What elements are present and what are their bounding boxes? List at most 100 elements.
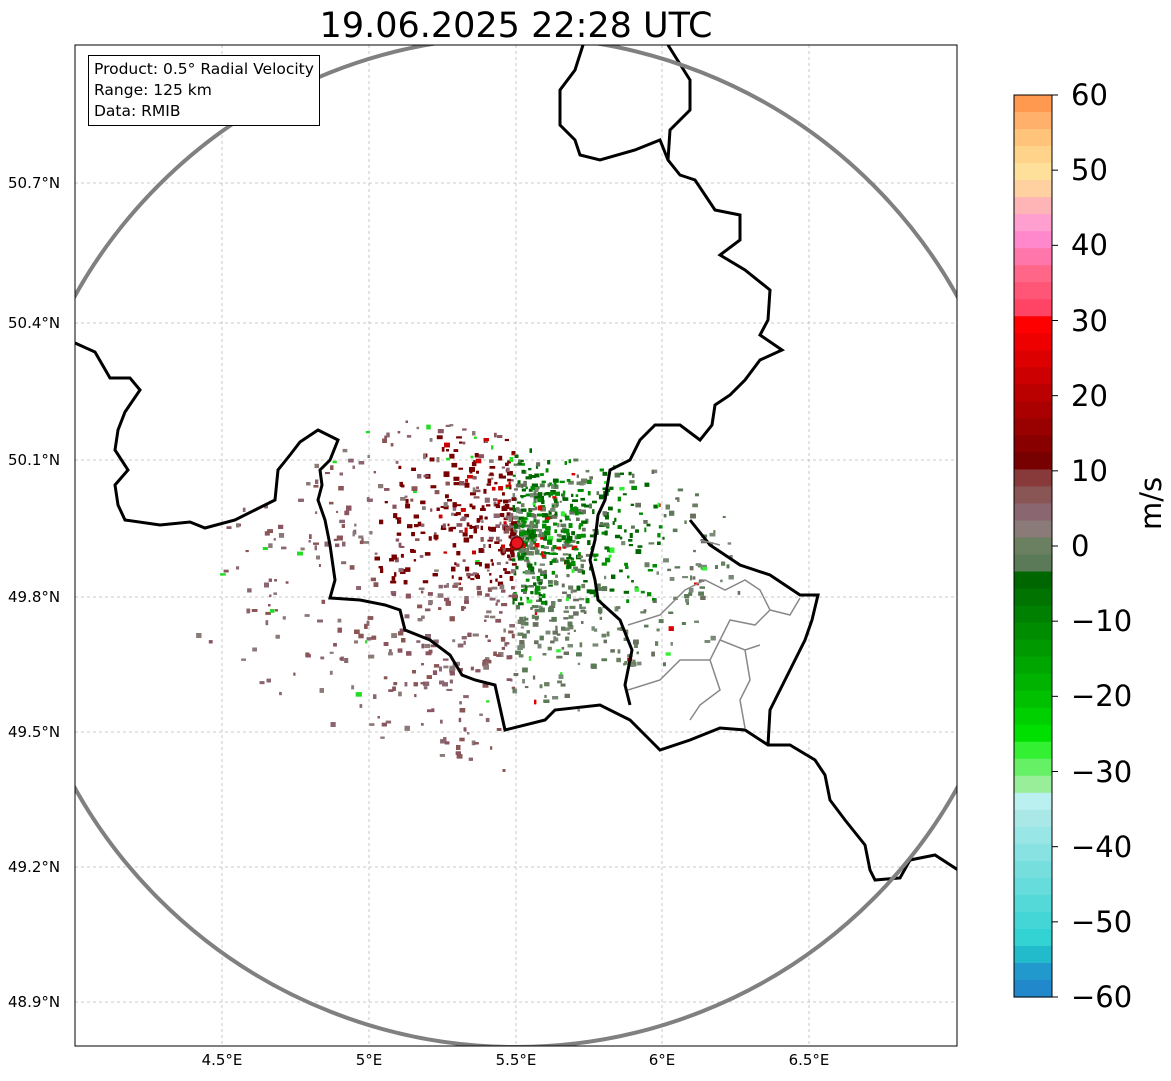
radar-echo-pixel xyxy=(547,536,553,541)
radar-echo-pixel xyxy=(505,561,509,564)
radar-echo-pixel xyxy=(491,445,494,450)
radar-echo-pixel xyxy=(454,562,457,566)
radar-echo-pixel xyxy=(453,582,460,586)
radar-echo-pixel xyxy=(431,708,435,713)
radar-echo-pixel xyxy=(517,480,521,485)
radar-echo-pixel xyxy=(568,553,572,558)
radar-echo-pixel xyxy=(500,546,505,552)
radar-echo-pixel xyxy=(400,497,406,501)
radar-echo-pixel xyxy=(373,471,376,474)
radar-echo-pixel xyxy=(424,643,431,649)
radar-echo-pixel xyxy=(681,622,686,625)
radar-echo-pixel xyxy=(459,530,463,533)
radar-echo-pixel xyxy=(475,489,481,493)
radar-echo-pixel xyxy=(427,709,432,713)
radar-echo-pixel xyxy=(617,525,622,529)
radar-echo-pixel xyxy=(525,476,532,480)
radar-echo-pixel xyxy=(556,655,563,659)
radar-echo-pixel xyxy=(580,559,584,562)
radar-echo-pixel xyxy=(337,618,342,623)
radar-echo-pixel xyxy=(561,647,565,650)
radar-echo-pixel xyxy=(499,584,505,590)
radar-echo-pixel xyxy=(554,491,560,496)
radar-echo-pixel xyxy=(593,628,598,632)
radar-echo-pixel xyxy=(581,520,588,524)
radar-echo-pixel xyxy=(643,609,647,612)
radar-echo-pixel xyxy=(556,533,560,537)
radar-echo-pixel xyxy=(571,473,576,476)
radar-echo-pixel xyxy=(538,597,542,602)
radar-echo-pixel xyxy=(524,533,529,536)
radar-echo-pixel xyxy=(655,641,659,646)
radar-echo-pixel xyxy=(539,553,543,556)
radar-echo-pixel xyxy=(486,700,490,703)
radar-echo-pixel xyxy=(702,567,708,571)
radar-echo-pixel xyxy=(530,493,536,498)
radar-echo-pixel xyxy=(634,644,638,648)
radar-echo-pixel xyxy=(501,603,508,607)
radar-echo-pixel xyxy=(490,746,493,750)
radar-echo-pixel xyxy=(524,617,529,621)
radar-echo-pixel xyxy=(533,497,536,501)
radar-echo-pixel xyxy=(504,438,509,442)
radar-echo-pixel xyxy=(418,587,425,590)
radar-echo-pixel xyxy=(486,569,490,572)
radar-echo-pixel xyxy=(620,536,623,540)
radar-echo-pixel xyxy=(566,532,570,537)
radar-echo-pixel xyxy=(576,534,581,539)
radar-echo-pixel xyxy=(275,634,280,639)
radar-echo-pixel xyxy=(531,541,536,545)
radar-echo-pixel xyxy=(436,507,440,511)
radar-echo-pixel xyxy=(566,479,571,482)
radar-echo-pixel xyxy=(505,526,511,530)
colorbar-segment xyxy=(1014,979,1052,998)
radar-echo-pixel xyxy=(446,583,449,588)
radar-echo-pixel xyxy=(552,496,557,499)
colorbar-tick-label: −20 xyxy=(1071,679,1133,714)
radar-echo-pixel xyxy=(478,454,484,459)
radar-echo-pixel xyxy=(487,587,492,592)
radar-echo-pixel xyxy=(369,531,373,535)
radar-echo-pixel xyxy=(493,513,500,518)
colorbar-segment xyxy=(1014,571,1052,590)
radar-echo-pixel xyxy=(522,534,529,538)
radar-echo-pixel xyxy=(395,517,402,520)
radar-echo-pixel xyxy=(279,691,282,696)
radar-echo-pixel xyxy=(241,658,246,661)
radar-echo-pixel xyxy=(503,517,508,521)
radar-echo-pixel xyxy=(316,555,320,560)
radar-echo-pixel xyxy=(394,557,399,563)
radar-echo-pixel xyxy=(495,505,501,509)
radar-echo-pixel xyxy=(567,621,573,627)
radar-echo-pixel xyxy=(515,507,520,511)
radar-echo-pixel xyxy=(502,492,505,496)
radar-echo-pixel xyxy=(551,559,556,563)
radar-echo-pixel xyxy=(527,585,534,588)
radar-echo-pixel xyxy=(548,494,551,498)
radar-echo-pixel xyxy=(440,719,443,724)
radar-echo-pixel xyxy=(333,538,338,541)
radar-echo-pixel xyxy=(406,435,412,438)
colorbar-segment xyxy=(1014,775,1052,794)
colorbar-tick-label: −40 xyxy=(1071,829,1133,864)
radar-echo-pixel xyxy=(583,610,587,614)
radar-echo-pixel xyxy=(567,644,573,648)
colorbar-segment xyxy=(1014,554,1052,573)
radar-echo-pixel xyxy=(473,528,477,534)
radar-echo-pixel xyxy=(475,575,480,579)
radar-echo-pixel xyxy=(539,684,543,689)
radar-echo-pixel xyxy=(525,493,530,497)
radar-echo-pixel xyxy=(385,720,392,724)
colorbar-tick-label: −30 xyxy=(1071,754,1133,789)
radar-echo-pixel xyxy=(445,494,449,499)
radar-echo-pixel xyxy=(380,568,384,573)
radar-echo-pixel xyxy=(498,539,503,542)
radar-echo-pixel xyxy=(541,480,546,484)
radar-echo-pixel xyxy=(407,524,413,529)
radar-echo-pixel xyxy=(581,570,585,575)
radar-echo-pixel xyxy=(298,498,304,502)
radar-echo-pixel xyxy=(635,549,642,554)
radar-echo-pixel xyxy=(560,524,563,527)
radar-echo-pixel xyxy=(616,657,621,663)
